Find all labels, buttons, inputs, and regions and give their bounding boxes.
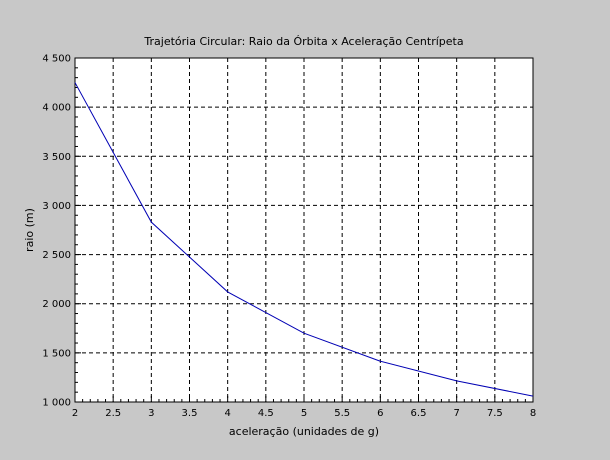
x-tick-label: 4.5 [258,408,274,419]
y-axis-title: raio (m) [23,208,36,252]
x-tick-label: 5 [301,408,307,419]
x-tick-label: 5.5 [334,408,350,419]
y-tick-label: 2 500 [42,250,71,261]
x-tick-label: 3.5 [182,408,198,419]
x-tick-labels: 2 2.5 3 3.5 4 4.5 5 5.5 6 6.5 7 7.5 8 [72,408,536,419]
y-tick-label: 1 500 [42,348,71,359]
chart-title: Trajetória Circular: Raio da Órbita x Ac… [143,35,463,48]
y-tick-label: 4 500 [42,54,71,65]
series-line [74,82,534,397]
x-tick-label: 2.5 [105,408,121,419]
y-tick-label: 3 500 [42,152,71,163]
y-tick-label: 4 000 [42,103,71,114]
x-axis-title: aceleração (unidades de g) [229,425,379,438]
grid-lines [75,58,533,402]
y-tick-label: 3 000 [42,201,71,212]
y-tick-label: 2 000 [42,299,71,310]
y-tick-labels: 1 000 1 500 2 000 2 500 3 000 3 500 4 000 4 500 [42,54,71,409]
x-tick-label: 4 [224,408,230,419]
x-tick-label: 7 [453,408,459,419]
y-tick-label: 1 000 [42,398,71,409]
x-tick-label: 8 [530,408,536,419]
x-tick-label: 2 [72,408,78,419]
x-tick-label: 7.5 [487,408,503,419]
series-group [74,82,534,397]
x-tick-label: 6 [377,408,383,419]
x-tick-label: 6.5 [411,408,427,419]
axis-ticks [74,57,534,403]
x-tick-label: 3 [148,408,154,419]
